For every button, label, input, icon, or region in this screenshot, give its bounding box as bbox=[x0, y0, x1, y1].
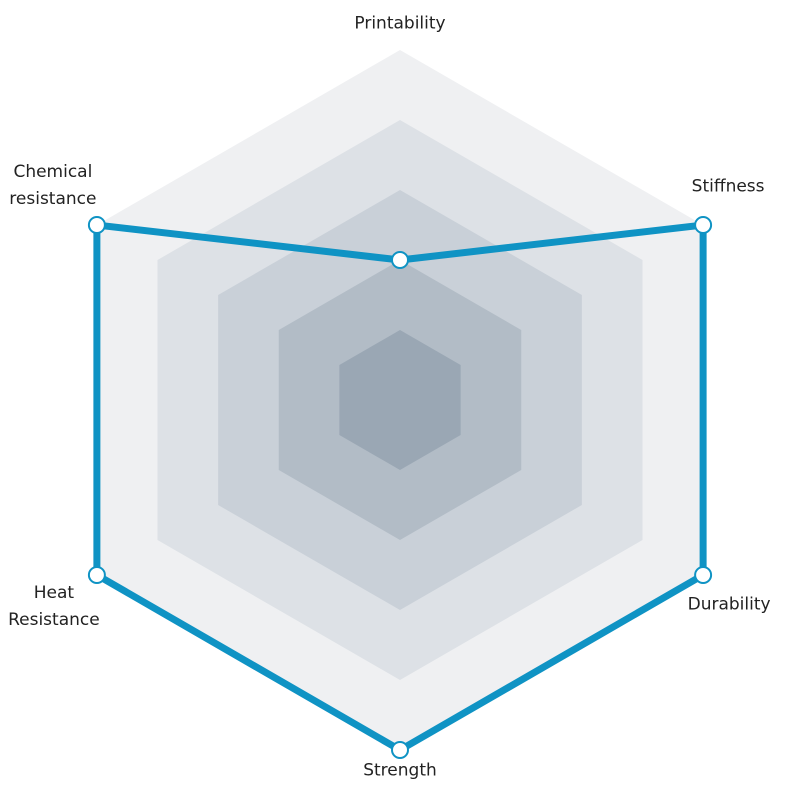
axis-label: Heat Resistance bbox=[8, 583, 100, 630]
axis-label: Durability bbox=[687, 594, 771, 615]
axis-label: Printability bbox=[354, 13, 446, 34]
grid-ring bbox=[339, 330, 461, 470]
axis-label: Chemical resistance bbox=[9, 162, 97, 209]
data-point bbox=[694, 566, 713, 584]
data-point bbox=[87, 216, 106, 234]
data-point bbox=[694, 216, 713, 234]
data-point bbox=[391, 741, 409, 759]
data-point bbox=[391, 251, 409, 269]
data-point bbox=[87, 566, 106, 584]
axis-label: Strength bbox=[363, 760, 437, 781]
axis-label: Stiffness bbox=[691, 176, 765, 197]
